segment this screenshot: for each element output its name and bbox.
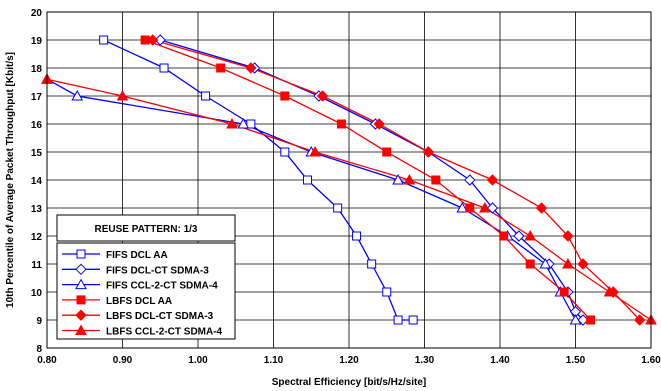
series-2-point-1 bbox=[71, 89, 84, 101]
series-5-point-7 bbox=[562, 257, 574, 269]
series-2-point-4 bbox=[392, 173, 404, 185]
series-4-point-5 bbox=[486, 174, 499, 186]
series-group bbox=[41, 34, 657, 326]
y-tick-label-6: 14 bbox=[31, 176, 43, 187]
series-3-point-9 bbox=[559, 287, 569, 297]
legend-label-2: FIFS CCL-2-CT SDMA-4 bbox=[106, 281, 218, 292]
x-tick-labels: 0.80 0.90 1.00 1.10 1.20 1.30 1.40 1.50 1.60 bbox=[37, 355, 661, 366]
x-tick-label-7: 1.50 bbox=[566, 355, 586, 366]
series-0-point-2 bbox=[201, 91, 211, 101]
series-0-point-1 bbox=[159, 63, 169, 73]
series-0-point-9 bbox=[382, 287, 392, 297]
series-3-point-3 bbox=[336, 119, 346, 129]
series-4-point-4 bbox=[422, 146, 434, 158]
series-4-point-3 bbox=[373, 118, 385, 130]
series-1-point-7 bbox=[513, 230, 525, 242]
x-axis-label: Spectral Efficiency [bit/s/Hz/site] bbox=[272, 377, 427, 388]
x-tick-label-3: 1.10 bbox=[264, 355, 284, 366]
series-line-2 bbox=[46, 78, 577, 321]
legend-marker-5 bbox=[75, 324, 87, 335]
y-tick-label-1: 9 bbox=[36, 316, 42, 327]
legend-label-0: FIFS DCL AA bbox=[106, 250, 168, 261]
series-2-point-2 bbox=[237, 117, 250, 129]
series-4-point-0 bbox=[146, 34, 159, 46]
plot-border bbox=[46, 11, 652, 349]
y-axis-label: 10th Percentile of Average Packet Throug… bbox=[5, 52, 16, 308]
x-tick-label-4: 1.20 bbox=[339, 355, 359, 366]
series-5-point-2 bbox=[226, 117, 238, 129]
series-5-point-4 bbox=[403, 173, 416, 185]
series-5-point-1 bbox=[116, 89, 129, 101]
series-0-point-11 bbox=[408, 315, 418, 325]
series-2-point-7 bbox=[539, 257, 552, 269]
series-0-point-6 bbox=[333, 203, 343, 213]
x-tick-label-0: 0.80 bbox=[37, 355, 57, 366]
legend-label-1: FIFS DCL-CT SDMA-3 bbox=[106, 265, 209, 276]
legend-marker-1 bbox=[75, 263, 87, 276]
series-5-point-8 bbox=[603, 285, 616, 297]
series-0-point-3 bbox=[246, 119, 256, 129]
y-tick-label-12: 20 bbox=[31, 8, 43, 19]
y-tick-label-5: 13 bbox=[31, 204, 43, 215]
y-tick-label-2: 10 bbox=[31, 288, 43, 299]
series-3-point-8 bbox=[525, 259, 535, 269]
series-4-point-7 bbox=[562, 230, 574, 242]
y-tick-label-11: 19 bbox=[31, 36, 43, 47]
x-tick-label-1: 0.90 bbox=[113, 355, 133, 366]
legend-marker-0 bbox=[76, 249, 86, 259]
legend-label-3: LBFS DCL AA bbox=[106, 296, 172, 307]
series-3-point-7 bbox=[499, 231, 509, 241]
series-3-point-2 bbox=[280, 91, 290, 101]
series-2-point-5 bbox=[456, 201, 469, 213]
series-3-point-5 bbox=[431, 175, 441, 185]
series-3-point-6 bbox=[465, 203, 475, 213]
series-4-point-10 bbox=[633, 314, 646, 326]
y-tick-labels: 8 9 10 11 12 13 14 15 16 17 18 19 20 bbox=[31, 8, 43, 355]
series-5-point-5 bbox=[479, 201, 491, 213]
y-tick-label-10: 18 bbox=[31, 64, 43, 75]
series-0-point-10 bbox=[393, 315, 403, 325]
y-tick-label-0: 8 bbox=[36, 344, 42, 355]
legend-marker-3 bbox=[76, 295, 86, 305]
legend-title-box bbox=[56, 214, 236, 242]
series-3-point-1 bbox=[216, 63, 226, 73]
series-5-point-3 bbox=[309, 145, 321, 157]
y-tick-label-4: 12 bbox=[31, 232, 43, 243]
y-tick-label-9: 17 bbox=[31, 92, 43, 103]
x-tick-label-8: 1.60 bbox=[641, 355, 661, 366]
series-1-point-6 bbox=[486, 202, 499, 214]
series-1-point-5 bbox=[464, 174, 476, 186]
legend-marker-4 bbox=[75, 309, 87, 321]
x-tick-label-2: 1.00 bbox=[188, 355, 208, 366]
series-line-5 bbox=[46, 78, 652, 321]
series-0-point-4 bbox=[280, 147, 290, 157]
series-4-point-8 bbox=[577, 258, 589, 270]
legend-items: FIFS DCL AA FIFS DCL-CT SDMA-3 FIFS CCL-2-… bbox=[62, 249, 223, 338]
series-0-point-8 bbox=[367, 259, 377, 269]
legend-title: REUSE PATTERN: 1/3 bbox=[95, 224, 198, 235]
legend-label-4: LBFS DCL-CT SDMA-3 bbox=[106, 311, 214, 322]
legend-box bbox=[56, 242, 236, 340]
series-2-point-9 bbox=[569, 313, 582, 325]
series-1-point-0 bbox=[154, 34, 166, 46]
legend: REUSE PATTERN: 1/3 FIFS DCL AA FIFS DCL-C… bbox=[56, 214, 236, 340]
legend-marker-2 bbox=[75, 278, 87, 290]
series-5-point-6 bbox=[524, 229, 537, 241]
x-tick-label-5: 1.30 bbox=[415, 355, 435, 366]
series-4-point-2 bbox=[316, 90, 329, 102]
y-tick-label-7: 15 bbox=[31, 148, 43, 159]
series-3-point-4 bbox=[382, 147, 392, 157]
series-0-point-5 bbox=[302, 175, 312, 185]
series-line-0 bbox=[103, 39, 414, 321]
x-tick-label-6: 1.40 bbox=[490, 355, 510, 366]
series-4-point-6 bbox=[535, 202, 548, 214]
legend-label-5: LBFS CCL-2-CT SDMA-4 bbox=[106, 327, 223, 338]
series-4-point-1 bbox=[245, 62, 257, 74]
series-0-point-7 bbox=[352, 231, 362, 241]
y-tick-label-8: 16 bbox=[31, 120, 43, 131]
series-0-point-0 bbox=[99, 35, 109, 45]
series-3-point-10 bbox=[586, 315, 596, 325]
y-tick-label-3: 11 bbox=[31, 260, 42, 271]
